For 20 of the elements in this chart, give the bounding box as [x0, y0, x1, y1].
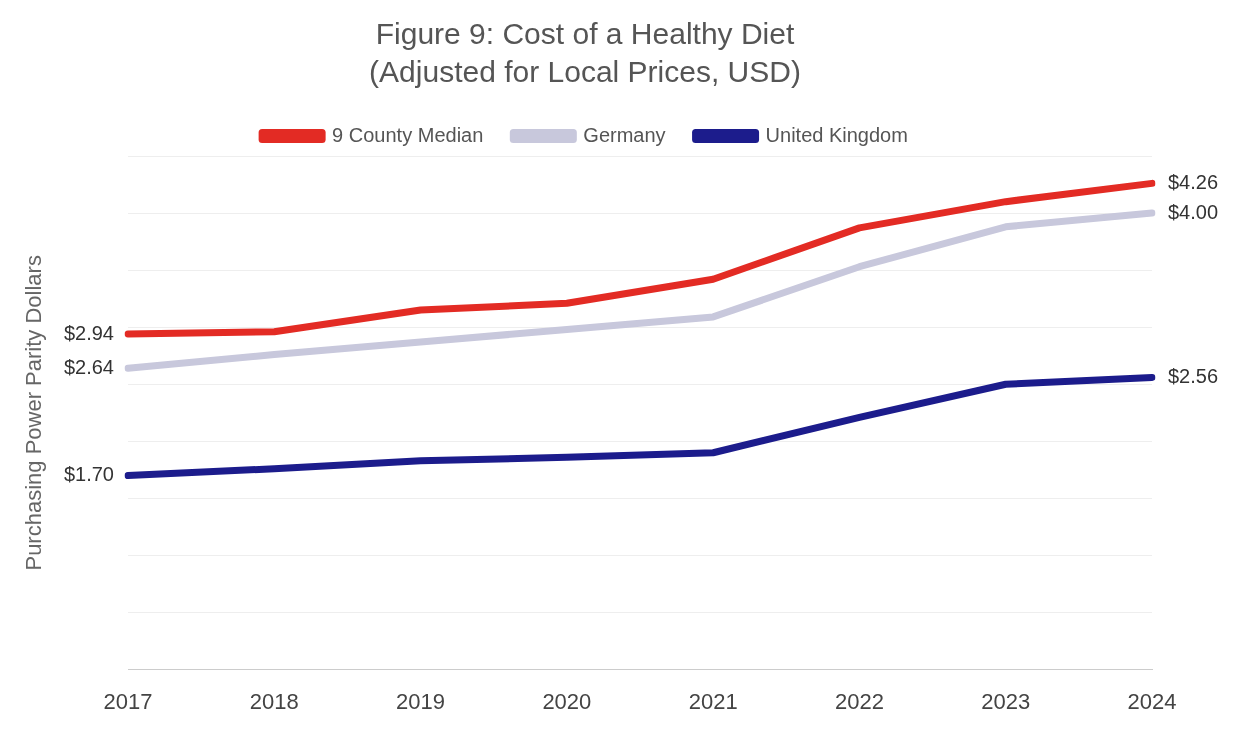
legend-label: 9 County Median [332, 123, 484, 146]
data-label: $2.94 [63, 321, 114, 344]
x-tick-label: 2021 [688, 688, 738, 714]
x-tick-label: 2020 [542, 688, 592, 714]
data-label: $4.00 [1168, 200, 1219, 223]
data-label: $2.56 [1168, 364, 1219, 387]
x-tick-label: 2022 [834, 688, 884, 714]
legend-label: Germany [583, 123, 666, 146]
x-tick-label: 2018 [249, 688, 299, 714]
x-tick-label: 2024 [1127, 688, 1177, 714]
x-tick-label: 2023 [981, 688, 1031, 714]
legend-label: United Kingdom [765, 123, 908, 146]
data-label: $1.70 [63, 463, 114, 486]
x-tick-label: 2017 [103, 688, 153, 714]
data-label: $4.26 [1168, 170, 1219, 193]
chart-subtitle: (Adjusted for Local Prices, USD) [369, 55, 801, 89]
y-axis-title: Purchasing Power Parity Dollars [21, 255, 47, 571]
data-label: $2.64 [63, 355, 114, 378]
chart-title: Figure 9: Cost of a Healthy Diet [375, 17, 795, 51]
x-tick-label: 2019 [396, 688, 446, 714]
